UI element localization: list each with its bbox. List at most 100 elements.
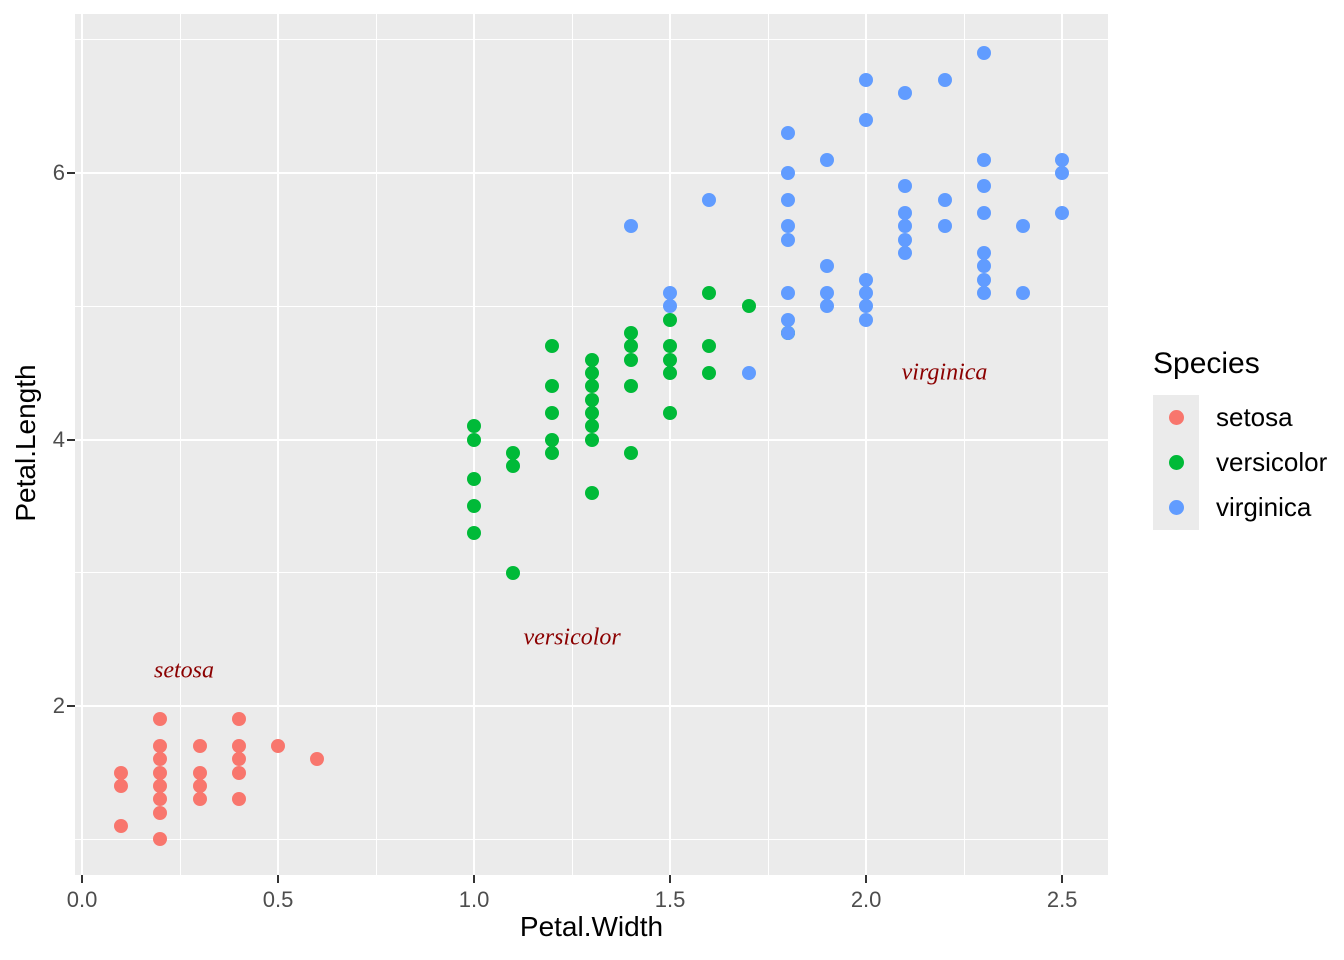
data-point-virginica (898, 219, 913, 234)
data-point-virginica (976, 272, 991, 287)
data-point-versicolor (545, 405, 560, 420)
legend-title: Species (1153, 347, 1260, 380)
legend-key-dot (1168, 410, 1184, 425)
data-point-virginica (859, 285, 874, 300)
data-point-virginica (937, 219, 952, 234)
data-point-virginica (819, 152, 834, 167)
data-point-setosa (114, 778, 129, 793)
legend-key-dot (1168, 455, 1184, 470)
data-point-virginica (976, 245, 991, 260)
data-point-virginica (1055, 165, 1070, 180)
data-point-versicolor (467, 525, 482, 540)
data-point-versicolor (623, 325, 638, 340)
data-point-setosa (153, 712, 168, 727)
data-point-virginica (976, 152, 991, 167)
data-point-virginica (976, 285, 991, 300)
data-point-versicolor (702, 285, 717, 300)
data-point-setosa (231, 712, 246, 727)
annotation-setosa: setosa (153, 657, 214, 684)
data-point-versicolor (663, 352, 678, 367)
x-tick-label: 2.0 (850, 887, 882, 912)
gridline-minor-x (571, 14, 573, 875)
data-point-versicolor (741, 299, 756, 314)
legend-item-setosa: setosa (1153, 395, 1327, 440)
data-point-virginica (976, 205, 991, 220)
gridline-major-x (865, 14, 868, 875)
data-point-setosa (231, 739, 246, 753)
data-point-versicolor (545, 339, 560, 354)
data-point-virginica (859, 272, 874, 287)
data-point-virginica (1015, 285, 1030, 300)
data-point-virginica (859, 312, 874, 327)
y-tick-mark (67, 705, 75, 708)
data-point-virginica (702, 192, 717, 207)
gridline-major-y (75, 171, 1108, 174)
data-point-versicolor (584, 485, 599, 500)
data-point-setosa (192, 792, 207, 807)
x-tick-label: 1.0 (458, 887, 490, 912)
data-point-versicolor (467, 499, 482, 514)
legend-key (1153, 395, 1199, 440)
data-point-setosa (153, 778, 168, 793)
data-point-virginica (859, 72, 874, 87)
data-point-virginica (937, 192, 952, 207)
data-point-setosa (192, 739, 207, 753)
legend-key (1153, 440, 1199, 485)
data-point-setosa (231, 792, 246, 807)
data-point-versicolor (702, 365, 717, 380)
data-point-setosa (231, 765, 246, 780)
y-axis-title: Petal.Length (10, 364, 41, 522)
data-point-versicolor (545, 379, 560, 394)
y-tick-label: 4 (52, 426, 65, 452)
y-tick-mark (67, 171, 75, 174)
x-tick-mark (473, 875, 476, 883)
gridline-minor-y (75, 838, 1108, 840)
gridline-minor-y (75, 305, 1108, 307)
y-tick-label: 2 (52, 693, 65, 719)
data-point-virginica (741, 365, 756, 380)
data-point-setosa (114, 818, 129, 833)
data-point-virginica (780, 126, 795, 140)
x-tick-mark (865, 875, 868, 883)
y-tick-mark (67, 438, 75, 441)
data-point-setosa (153, 805, 168, 820)
data-point-versicolor (467, 419, 482, 434)
data-point-versicolor (584, 365, 599, 380)
data-point-virginica (976, 46, 991, 61)
legend-key-dot (1168, 500, 1184, 515)
legend-item-label: virginica (1216, 492, 1312, 522)
x-tick-label: 0.5 (262, 887, 294, 912)
gridline-minor-x (375, 14, 377, 875)
x-tick-mark (277, 875, 280, 883)
data-point-versicolor (584, 419, 599, 434)
data-point-setosa (153, 765, 168, 780)
y-tick-label: 6 (52, 159, 65, 185)
data-point-versicolor (545, 432, 560, 447)
gridline-minor-x (767, 14, 769, 875)
gridline-minor-x (179, 14, 181, 875)
data-point-virginica (898, 245, 913, 260)
legend-key (1153, 485, 1199, 530)
data-point-virginica (898, 205, 913, 220)
annotation-versicolor: versicolor (523, 624, 621, 651)
gridline-major-x (81, 14, 84, 875)
data-point-virginica (898, 179, 913, 194)
data-point-virginica (780, 192, 795, 207)
data-point-virginica (1015, 219, 1030, 234)
x-tick-mark (669, 875, 672, 883)
data-point-virginica (1055, 152, 1070, 167)
data-point-virginica (780, 325, 795, 340)
data-point-versicolor (584, 405, 599, 420)
gridline-minor-y (75, 572, 1108, 574)
data-point-setosa (271, 739, 286, 753)
legend-item-versicolor: versicolor (1153, 440, 1327, 485)
data-point-virginica (819, 299, 834, 314)
data-point-versicolor (506, 459, 521, 474)
data-point-virginica (1055, 205, 1070, 220)
data-point-versicolor (663, 365, 678, 380)
data-point-virginica (976, 259, 991, 274)
data-point-virginica (780, 312, 795, 327)
data-point-versicolor (623, 379, 638, 394)
data-point-virginica (819, 285, 834, 300)
